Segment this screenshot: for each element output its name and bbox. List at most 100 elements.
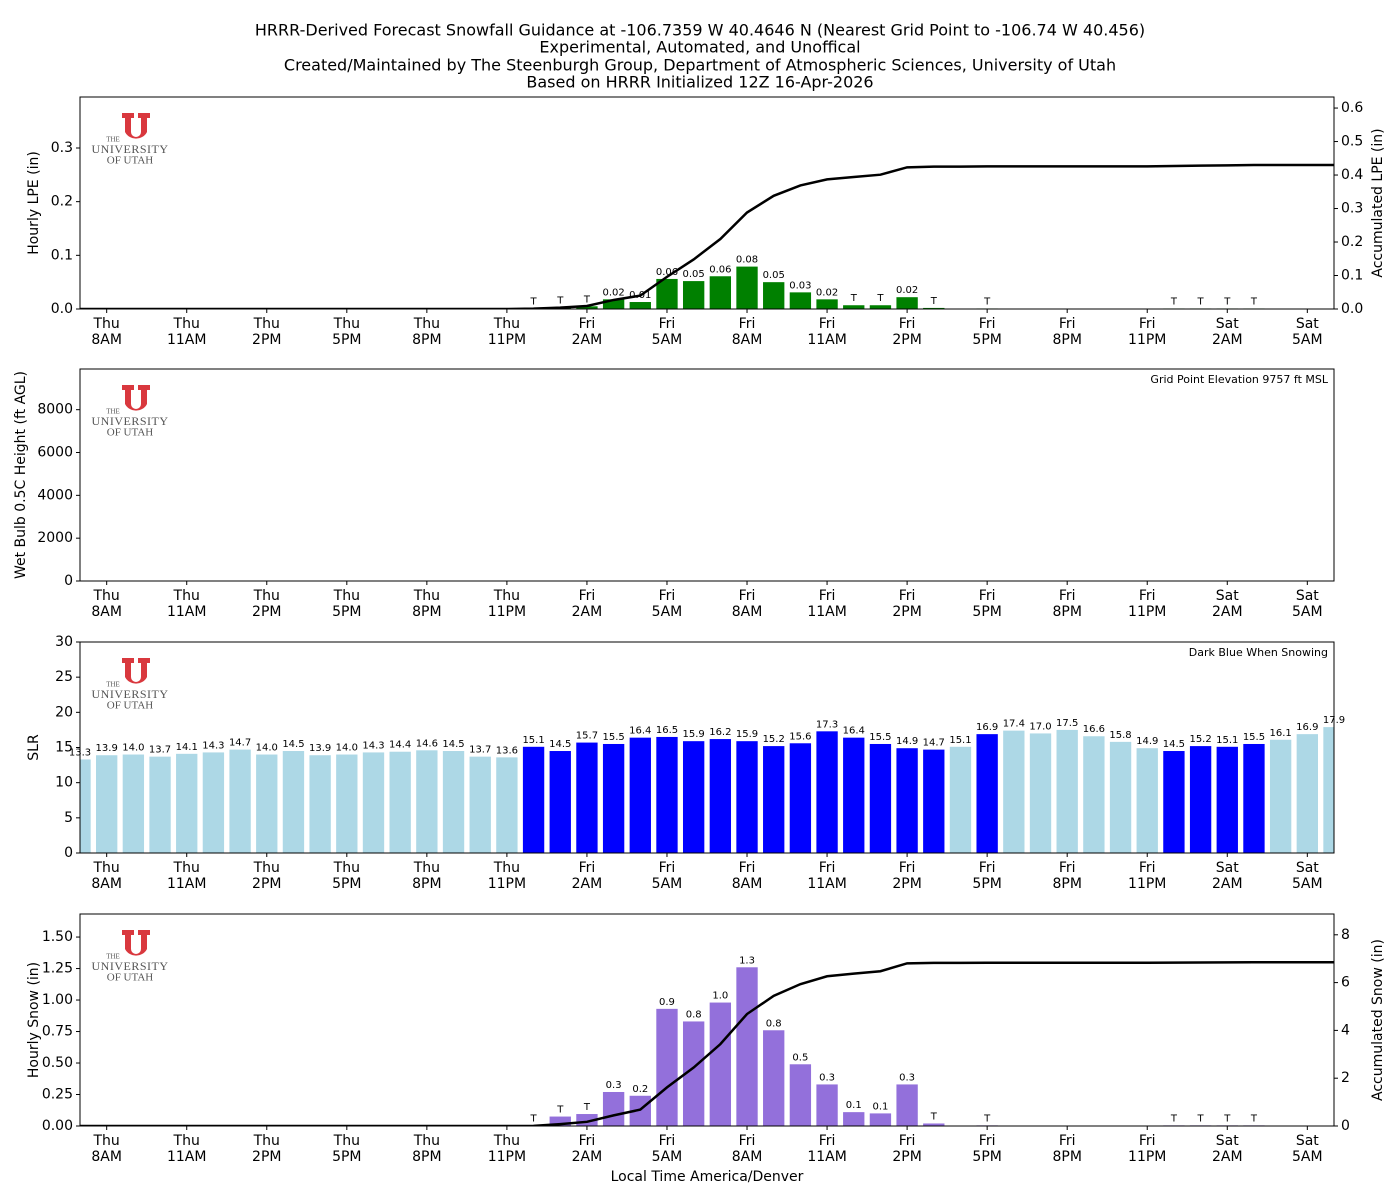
x-tick-label: Fri 5PM [972,860,1002,892]
bar [869,305,892,309]
x-tick-label: Fri 11PM [1128,860,1167,892]
x-tick-label: Sat 2AM [1211,588,1243,620]
x-tick-label: Fri 5AM [651,588,683,620]
data-label: 0.05 [763,270,785,281]
x-tick-label: Thu 5PM [332,860,362,892]
y-tick-label: 6000 [37,445,73,461]
x-tick-label: Sat 5AM [1292,1133,1323,1165]
frame [79,913,1335,1127]
bar [656,1008,678,1126]
x-tick-label: Sat 2AM [1211,860,1243,892]
bar [576,1114,598,1126]
data-label: 0.3 [899,1072,915,1083]
y2-tick-label: 4 [1341,1022,1350,1038]
data-label: 0.05 [683,269,705,280]
data-label: 16.2 [709,727,731,738]
bar [176,753,198,853]
data-label: 13.7 [469,745,491,756]
x-tick-label: Fri 8AM [731,588,763,620]
y2-tick-label: 0.2 [1341,234,1363,250]
x-tick-label: Thu 8AM [91,860,122,892]
data-label: 0.8 [766,1018,782,1029]
y-tick-label: 0.1 [51,247,73,263]
bar [362,752,385,853]
data-label: 0.08 [736,255,758,266]
logo-text: UNIVERSITY [92,687,169,701]
line [80,961,1334,1126]
frame [79,368,1335,582]
y-tick-label: 1.50 [42,929,73,945]
frame [79,96,1335,310]
x-tick-label: Thu 2PM [252,588,282,620]
x-tick-label: Thu 8PM [412,316,442,348]
data-label: T [556,295,564,306]
data-label: T [1250,1113,1258,1124]
y2-tick-label: 0.6 [1341,100,1363,116]
data-label: 0.1 [872,1101,888,1112]
y-tick-label: 5 [64,810,73,826]
data-label: 15.6 [789,731,811,742]
x-tick-label: Thu 11PM [487,316,527,348]
data-label: T [1197,1113,1205,1124]
panel: 0.00 0.25 0.50 0.75 1.00 1.25 1.50 0 2 4 6 8 Hourly … [26,913,1386,1185]
x-tick-label: Thu 8PM [412,860,442,892]
data-label: 0.02 [602,287,624,298]
bar [122,754,145,853]
plot-area [80,163,1334,309]
bar [896,297,918,309]
data-label: 1.3 [739,955,755,966]
y2-tick-label: 8 [1341,927,1350,943]
logo-text: THE [106,408,120,416]
y-tick-label: 8000 [37,402,73,418]
x-tick-label: Sat 5AM [1292,316,1323,348]
y-tick-label: 25 [55,669,73,685]
logo-text: OF UTAH [107,155,154,167]
x-tick-label: Fri 5PM [972,588,1002,620]
bar [843,305,865,309]
data-label: 14.0 [122,743,144,754]
x-tick-label: Fri 5AM [651,316,683,348]
logo-mark [122,385,150,411]
data-label: 0.5 [792,1052,808,1063]
x-tick-label: Thu 11AM [166,316,207,348]
bar [576,306,598,309]
x-tick-label: Fri 8PM [1052,588,1082,620]
y-tick-label: 15 [55,740,73,756]
y2-tick-label: 0 [1341,1118,1350,1134]
x-tick-label: Thu 8PM [412,588,442,620]
data-label: 0.3 [819,1072,835,1083]
bar [1003,730,1025,853]
x-tick-label: Fri 11AM [807,588,847,620]
title-line: Based on HRRR Initialized 12Z 16-Apr-202… [526,73,873,92]
data-label: 16.6 [1083,724,1105,735]
x-tick-label: Fri 2AM [571,860,603,892]
bar [1216,746,1238,853]
data-label: T [530,1113,538,1124]
data-label: 15.2 [763,734,785,745]
data-label: T [1197,296,1205,307]
data-label: 15.7 [576,731,598,742]
x-tick-label: Thu 8AM [91,1133,122,1165]
bar [896,748,918,853]
bar [869,743,892,853]
bar [309,755,331,853]
panel: 0 2000 4000 6000 8000 Wet Bulb 0.5C Height (f… [13,368,1335,589]
data-label: 14.5 [1163,739,1185,750]
bar [949,746,972,853]
y2-tick-label: 0.4 [1341,167,1363,183]
x-tick-label: Fri 2PM [892,588,922,620]
y2-axis-label: Accumulated LPE (in) [1370,128,1386,277]
data-label: 16.4 [843,726,865,737]
logo-mark [122,930,150,956]
data-label: 15.1 [1216,735,1238,746]
x-tick-label: Fri 2AM [571,316,603,348]
data-label: T [983,296,991,307]
x-tick-label: Fri 2AM [571,1133,603,1165]
data-label: 14.0 [256,743,278,754]
x-axis-label: Local Time America/Denver [611,1169,804,1185]
data-label: 13.9 [309,743,331,754]
line [80,163,1334,309]
data-label: 15.8 [1109,730,1131,741]
data-label: 0.9 [659,997,675,1008]
